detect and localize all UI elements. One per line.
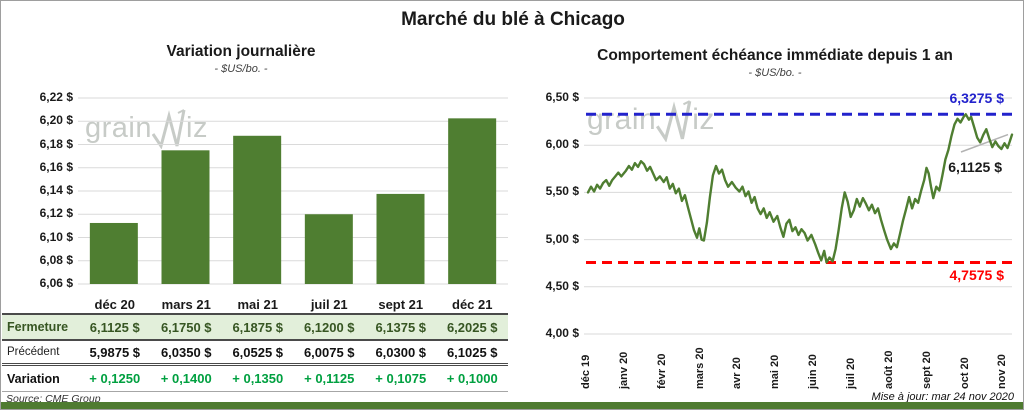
column-header: sept 21 <box>365 295 437 315</box>
y-tick-label: 6,22 $ <box>39 90 73 104</box>
y-tick-label: 6,00 $ <box>545 137 579 152</box>
table-value: 6,0350 $ <box>150 341 222 366</box>
table-value: 5,9875 $ <box>79 341 151 366</box>
x-tick-label: juin 20 <box>807 354 820 389</box>
left-chart-subtitle: - $US/bo. - <box>214 63 268 75</box>
grainwiz-watermark: grain iz <box>587 98 715 142</box>
table-value: 6,0525 $ <box>222 341 294 366</box>
grainwiz-logo-icon <box>656 100 692 142</box>
lower-bound-label: 4,7575 $ <box>949 267 1005 283</box>
x-tick-label: juil 20 <box>845 357 858 389</box>
column-header: mai 21 <box>222 295 294 315</box>
bar-mars 21 <box>161 150 210 284</box>
daily-variation-bar-chart <box>78 97 508 285</box>
right-chart-subtitle: - $US/bo. - <box>748 67 802 79</box>
grainwiz-watermark: grain iz <box>85 107 208 149</box>
table-value: 6,1375 $ <box>365 315 437 341</box>
upper-bound-label: 6,3275 $ <box>949 90 1005 106</box>
table-value: + 0,1075 <box>365 366 437 392</box>
one-year-price-line-chart <box>584 97 1014 335</box>
bar-déc 21 <box>448 118 497 284</box>
table-value: 6,1025 $ <box>436 341 508 366</box>
table-value: + 0,1350 <box>222 366 294 392</box>
table-value: 6,0075 $ <box>293 341 365 366</box>
x-tick-label: avr 20 <box>731 357 744 389</box>
table-value: 6,0300 $ <box>365 341 437 366</box>
y-tick-label: 6,06 $ <box>39 276 73 290</box>
watermark-text-left: grain <box>587 103 657 136</box>
watermark-text-right: iz <box>186 111 208 144</box>
bar-déc 20 <box>89 222 138 284</box>
table-value: + 0,1400 <box>150 366 222 392</box>
page-title: Marché du blé à Chicago <box>401 9 625 30</box>
y-tick-label: 6,50 $ <box>545 90 579 104</box>
y-tick-label: 6,18 $ <box>39 136 73 151</box>
y-tick-label: 6,16 $ <box>39 159 73 174</box>
x-tick-label: févr 20 <box>655 353 668 389</box>
y-tick-label: 6,08 $ <box>39 252 73 267</box>
table-value: 6,1200 $ <box>293 315 365 341</box>
y-tick-label: 5,00 $ <box>545 231 579 246</box>
x-tick-label: janv 20 <box>617 351 630 389</box>
table-value: 6,1750 $ <box>150 315 222 341</box>
column-header: déc 20 <box>79 295 151 315</box>
column-header: déc 21 <box>436 295 508 315</box>
left-chart-title: Variation journalière <box>166 43 316 60</box>
x-tick-label: mai 20 <box>769 354 782 389</box>
table-value: + 0,1125 <box>293 366 365 392</box>
grainwiz-logo-icon <box>152 109 186 149</box>
row-label-précédent: Précédent <box>2 341 79 366</box>
price-table: déc 20 mars 21 mai 21 juil 21 sept 21 déc 21 F… <box>2 295 508 392</box>
x-tick-label: août 20 <box>882 350 895 389</box>
column-header: juil 21 <box>293 295 365 315</box>
table-value: + 0,1250 <box>79 366 151 392</box>
y-tick-label: 4,00 $ <box>545 326 579 340</box>
last-price-label: 6,1125 $ <box>948 159 1002 175</box>
watermark-text-left: grain <box>85 111 152 144</box>
bottom-accent-bar <box>1 402 1023 409</box>
y-tick-label: 5,50 $ <box>545 184 579 199</box>
table-value: 6,1125 $ <box>79 315 151 341</box>
label-leader-line <box>960 133 1009 153</box>
right-chart-title: Comportement échéance immédiate depuis 1… <box>597 47 953 64</box>
table-value: 6,1875 $ <box>222 315 294 341</box>
price-line <box>586 113 1014 264</box>
watermark-text-right: iz <box>692 103 715 136</box>
table-value: 6,2025 $ <box>436 315 508 341</box>
column-header: mars 21 <box>150 295 222 315</box>
table-value: + 0,1000 <box>436 366 508 392</box>
x-tick-label: nov 20 <box>996 354 1009 389</box>
y-tick-label: 6,10 $ <box>39 229 73 244</box>
row-label-fermeture: Fermeture <box>2 315 79 341</box>
x-tick-label: mars 20 <box>693 347 706 389</box>
y-tick-label: 6,12 $ <box>39 206 73 221</box>
x-tick-label: sept 20 <box>920 351 933 389</box>
y-tick-label: 6,20 $ <box>39 113 73 128</box>
y-tick-label: 6,14 $ <box>39 183 73 197</box>
x-tick-label: déc 19 <box>580 354 592 389</box>
bar-juil 21 <box>304 214 353 284</box>
bar-sept 21 <box>376 193 425 284</box>
row-label-variation: Variation <box>2 366 79 392</box>
x-tick-label: oct 20 <box>958 357 971 389</box>
y-tick-label: 4,50 $ <box>545 278 579 293</box>
update-note: Mise à jour: mar 24 nov 2020 <box>871 391 1014 403</box>
table-corner-cell <box>2 295 79 315</box>
bar-mai 21 <box>233 135 282 284</box>
